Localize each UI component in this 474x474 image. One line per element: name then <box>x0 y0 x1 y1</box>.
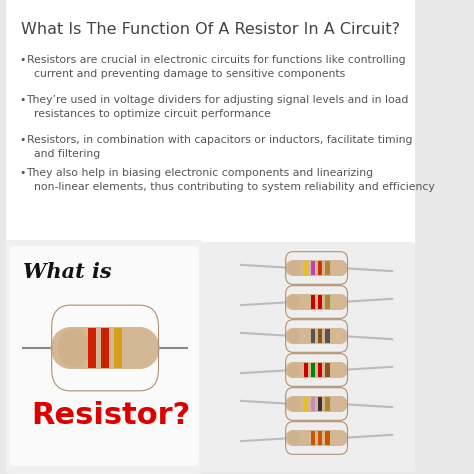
Bar <box>318 329 322 343</box>
Text: What is: What is <box>23 262 112 282</box>
Bar <box>101 328 109 368</box>
Bar <box>325 329 329 343</box>
Bar <box>318 261 322 275</box>
Bar <box>293 430 340 446</box>
Text: Resistors, in combination with capacitors or inductors, facilitate timing
  and : Resistors, in combination with capacitor… <box>27 135 412 159</box>
Ellipse shape <box>288 431 300 446</box>
Bar <box>303 329 308 343</box>
Bar <box>311 329 315 343</box>
Ellipse shape <box>285 396 301 412</box>
Text: Resistors are crucial in electronic circuits for functions like controlling
  cu: Resistors are crucial in electronic circ… <box>27 55 405 79</box>
Bar <box>303 397 308 411</box>
FancyBboxPatch shape <box>2 0 419 252</box>
Bar <box>293 396 340 412</box>
Ellipse shape <box>333 294 348 310</box>
Text: •: • <box>19 55 26 65</box>
FancyBboxPatch shape <box>3 240 205 474</box>
Bar <box>114 328 122 368</box>
Text: They’re used in voltage dividers for adjusting signal levels and in load
  resis: They’re used in voltage dividers for adj… <box>27 95 409 118</box>
Bar <box>303 261 308 275</box>
Bar <box>71 327 140 369</box>
Text: •: • <box>19 168 26 178</box>
Ellipse shape <box>285 328 301 344</box>
Text: They also help in biasing electronic components and linearizing
  non-linear ele: They also help in biasing electronic com… <box>27 168 434 191</box>
Ellipse shape <box>288 363 300 377</box>
Bar <box>303 295 308 309</box>
Ellipse shape <box>285 362 301 378</box>
Ellipse shape <box>285 430 301 446</box>
Bar <box>325 397 329 411</box>
Ellipse shape <box>333 430 348 446</box>
Ellipse shape <box>333 260 348 276</box>
Bar <box>325 295 329 309</box>
Ellipse shape <box>288 397 300 411</box>
Ellipse shape <box>288 295 300 310</box>
Ellipse shape <box>288 328 300 343</box>
Ellipse shape <box>333 396 348 412</box>
Bar <box>311 261 315 275</box>
Bar <box>318 431 322 445</box>
Ellipse shape <box>120 327 160 369</box>
Ellipse shape <box>58 328 90 367</box>
Text: •: • <box>19 135 26 145</box>
Ellipse shape <box>333 362 348 378</box>
Bar <box>293 328 340 344</box>
Bar <box>311 431 315 445</box>
Bar <box>311 295 315 309</box>
Bar <box>318 363 322 377</box>
Bar <box>303 363 308 377</box>
Bar <box>293 362 340 378</box>
Bar <box>325 261 329 275</box>
FancyBboxPatch shape <box>201 242 416 472</box>
Bar <box>303 431 308 445</box>
Ellipse shape <box>288 261 300 275</box>
Bar <box>318 295 322 309</box>
Text: What Is The Function Of A Resistor In A Circuit?: What Is The Function Of A Resistor In A … <box>21 22 400 37</box>
Bar <box>293 294 340 310</box>
Text: Resistor?: Resistor? <box>32 401 191 430</box>
Ellipse shape <box>285 260 301 276</box>
FancyBboxPatch shape <box>9 246 199 466</box>
Bar <box>318 397 322 411</box>
Bar <box>325 431 329 445</box>
Bar <box>88 328 96 368</box>
Ellipse shape <box>333 328 348 344</box>
Bar <box>311 397 315 411</box>
Ellipse shape <box>285 294 301 310</box>
Bar <box>311 363 315 377</box>
Bar <box>325 363 329 377</box>
Bar <box>293 260 340 276</box>
Ellipse shape <box>51 327 91 369</box>
Text: •: • <box>19 95 26 105</box>
